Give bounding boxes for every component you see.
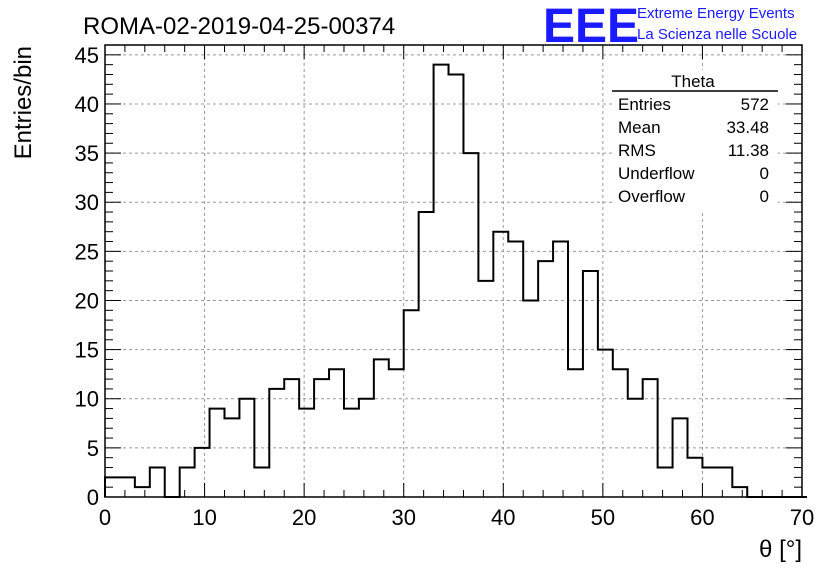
x-axis-title: θ [°] (759, 536, 802, 563)
histogram-bin-16 (344, 409, 359, 497)
x-tick-label-50: 50 (591, 505, 615, 530)
x-tick-label-30: 30 (391, 505, 415, 530)
x-tick-label-40: 40 (491, 505, 515, 530)
grid-lines (105, 45, 802, 497)
x-tick-label-20: 20 (292, 505, 316, 530)
stats-label-underflow: Underflow (618, 164, 695, 183)
eee-logo-line2: La Scienza nelle Scuole (637, 26, 797, 43)
histogram-bin-31 (568, 369, 583, 497)
histogram-bin-9 (239, 399, 254, 497)
histogram-bin-30 (553, 242, 568, 497)
histogram-bin-40 (702, 468, 717, 497)
histogram-bin-41 (717, 468, 732, 497)
histogram-bin-14 (314, 379, 329, 497)
histogram-bin-13 (299, 409, 314, 497)
histogram-bin-8 (224, 418, 239, 497)
histogram-bin-27 (508, 242, 523, 497)
eee-logo: EEE Extreme Energy Events La Scienza nel… (543, 0, 797, 53)
y-tick-label-0: 0 (87, 485, 99, 510)
histogram-bin-33 (598, 350, 613, 497)
histogram-bin-29 (538, 261, 553, 497)
histogram-bin-1 (120, 477, 135, 497)
histogram-bin-15 (329, 369, 344, 497)
histogram-bin-6 (195, 448, 210, 497)
eee-logo-letters: EEE (543, 0, 639, 53)
histogram-outline (104, 63, 807, 498)
histogram-bin-39 (687, 458, 702, 497)
stats-box-background (612, 70, 778, 210)
eee-logo-line1: Extreme Energy Events (637, 5, 795, 22)
stats-value-rms: 11.38 (728, 141, 769, 160)
tick-marks (104, 44, 803, 498)
histogram-bin-26 (493, 232, 508, 497)
stats-value-overflow: 0 (760, 187, 769, 206)
stats-label-entries: Entries (618, 95, 671, 114)
histogram-bin-36 (643, 379, 658, 497)
histogram-bin-34 (613, 369, 628, 497)
histogram-bin-19 (389, 369, 404, 497)
histogram-bin-22 (434, 65, 449, 497)
histogram-bin-37 (658, 468, 673, 497)
histogram-bin-11 (269, 389, 284, 497)
y-tick-label-20: 20 (75, 288, 99, 313)
histogram-bin-21 (419, 212, 434, 497)
stats-rows: Entries 572 Mean 33.48 RMS 11.38 Underflow 0 Ove… (618, 95, 769, 206)
histogram-bin-24 (463, 153, 478, 497)
histogram-bin-42 (732, 487, 747, 497)
histogram-bin-2 (135, 487, 150, 497)
x-tick-label-60: 60 (690, 505, 714, 530)
histogram-bin-7 (210, 409, 225, 497)
histogram-bin-5 (180, 468, 195, 497)
stats-label-mean: Mean (618, 118, 661, 137)
histogram-bin-12 (284, 379, 299, 497)
histogram-bin-10 (254, 468, 269, 497)
histogram-bin-23 (449, 74, 464, 497)
y-axis-title: Entries/bin (10, 46, 37, 159)
histogram-bars (104, 63, 807, 498)
y-tick-label-5: 5 (87, 436, 99, 461)
stats-label-overflow: Overflow (618, 187, 686, 206)
x-tick-label-10: 10 (192, 505, 216, 530)
y-tick-label-35: 35 (75, 141, 99, 166)
stats-title: Theta (671, 72, 715, 91)
stats-value-mean: 33.48 (726, 118, 769, 137)
stats-value-entries: 572 (741, 95, 769, 114)
histogram-bin-3 (150, 468, 165, 497)
chart-title: ROMA-02-2019-04-25-00374 (83, 13, 395, 40)
y-tick-label-25: 25 (75, 239, 99, 264)
y-tick-label-45: 45 (75, 43, 99, 68)
y-tick-label-40: 40 (75, 92, 99, 117)
y-tick-label-15: 15 (75, 338, 99, 363)
histogram-bin-18 (374, 359, 389, 497)
tick-labels: 0 10 20 30 40 50 60 70 0 5 10 15 20 25 30 35 40 45 (75, 43, 815, 530)
stats-value-underflow: 0 (760, 164, 769, 183)
histogram-bin-38 (673, 418, 688, 497)
y-tick-label-10: 10 (75, 387, 99, 412)
x-tick-label-0: 0 (99, 505, 111, 530)
x-tick-label-70: 70 (790, 505, 814, 530)
histogram-bin-20 (404, 310, 419, 497)
stats-label-rms: RMS (618, 141, 656, 160)
y-tick-label-30: 30 (75, 190, 99, 215)
stats-box: Theta Entries 572 Mean 33.48 RMS 11.38 Underfl… (612, 70, 778, 210)
histogram-bin-32 (583, 271, 598, 497)
histogram-bin-25 (478, 281, 493, 497)
